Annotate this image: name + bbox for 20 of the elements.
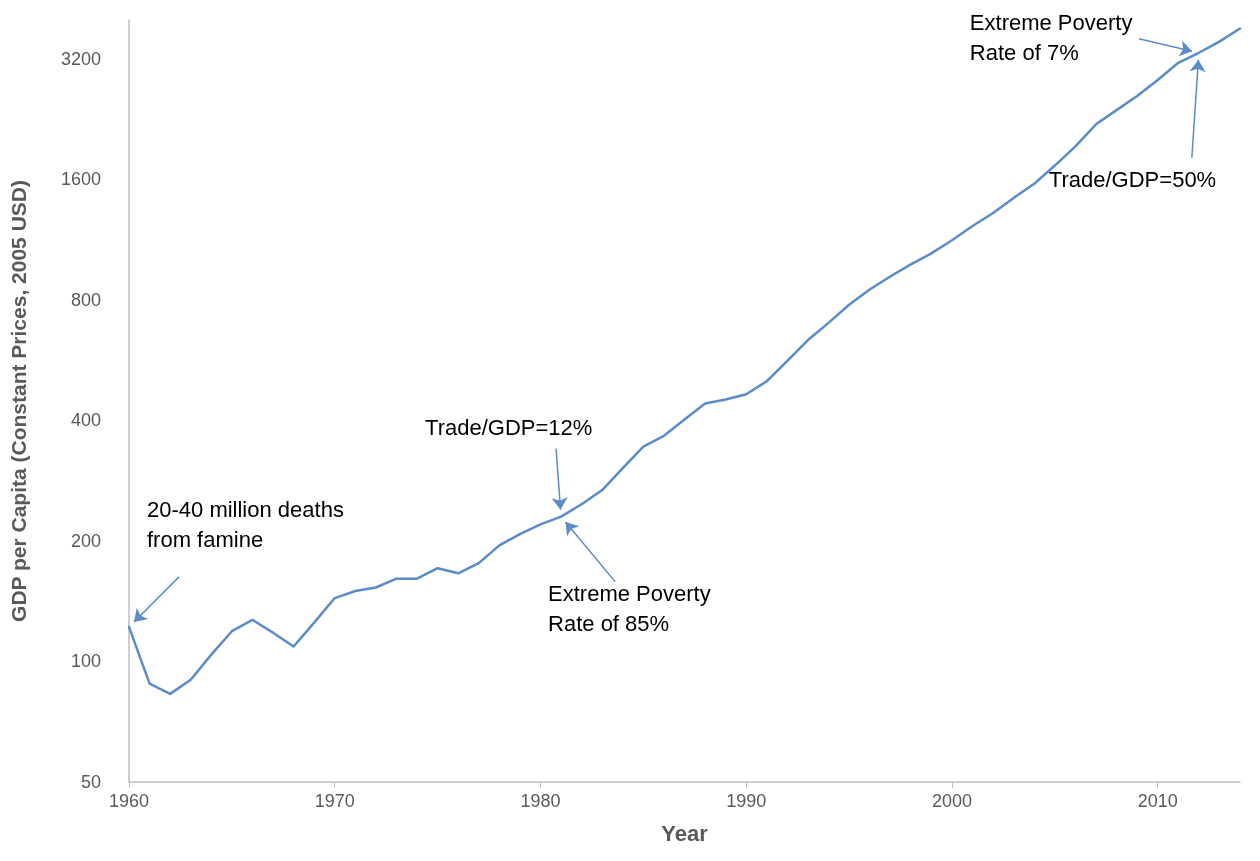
y-tick-label: 3200 bbox=[60, 48, 101, 69]
annotation: Trade/GDP=12% bbox=[425, 415, 593, 441]
x-axis-title: Year bbox=[661, 820, 709, 846]
x-tick-label: 1980 bbox=[520, 791, 561, 811]
y-tick-label: 100 bbox=[70, 651, 101, 672]
annotation: Trade/GDP=50% bbox=[1048, 167, 1217, 193]
x-tick-label: 1990 bbox=[726, 791, 767, 811]
x-tick-label: 1960 bbox=[108, 791, 150, 811]
x-tick-label: 2000 bbox=[931, 791, 972, 811]
x-tick-label: 2010 bbox=[1137, 791, 1178, 811]
x-tick-label: 1970 bbox=[314, 791, 355, 811]
y-tick-label: 1600 bbox=[60, 169, 101, 190]
annotation: Extreme Poverty Rate of 85% bbox=[548, 581, 717, 637]
annotation: 20-40 million deaths from famine bbox=[147, 497, 351, 553]
y-tick-label: 400 bbox=[70, 410, 101, 431]
annotation: Extreme Poverty Rate of 7% bbox=[969, 10, 1139, 66]
y-axis-title: GDP per Capita (Constant Prices, 2005 USD) bbox=[7, 180, 30, 622]
y-tick-label: 50 bbox=[80, 772, 101, 792]
y-tick-label: 200 bbox=[70, 530, 101, 551]
y-tick-label: 800 bbox=[70, 289, 101, 310]
